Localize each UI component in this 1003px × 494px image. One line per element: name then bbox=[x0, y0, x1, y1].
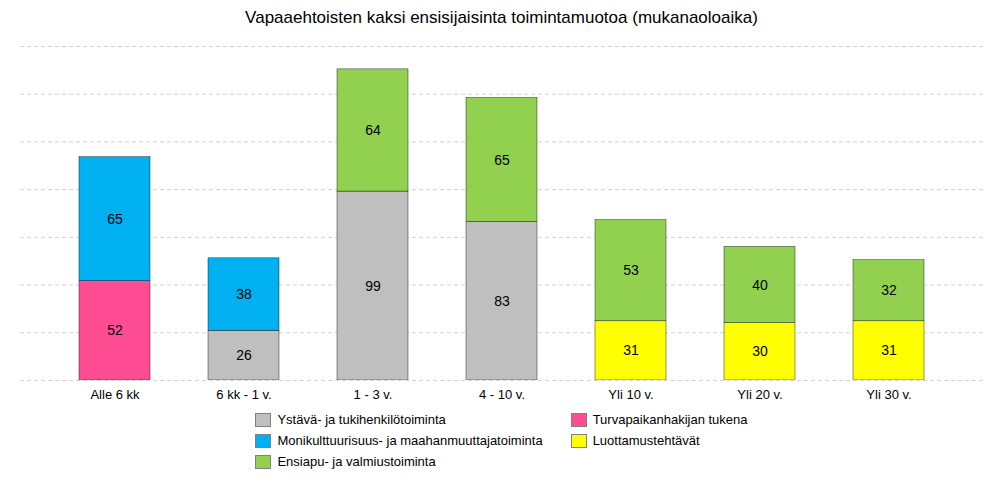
svg-text:Yli 20 v.: Yli 20 v. bbox=[737, 387, 782, 402]
svg-text:31: 31 bbox=[881, 342, 897, 358]
svg-text:83: 83 bbox=[494, 293, 510, 309]
svg-text:26: 26 bbox=[236, 347, 252, 363]
svg-text:4 - 10 v.: 4 - 10 v. bbox=[479, 387, 525, 402]
svg-text:65: 65 bbox=[494, 152, 510, 168]
svg-text:31: 31 bbox=[623, 342, 639, 358]
svg-text:53: 53 bbox=[623, 262, 639, 278]
html-text:Turvapaikanhakijan tukena: Turvapaikanhakijan tukena bbox=[592, 412, 748, 427]
svg-text:32: 32 bbox=[881, 282, 897, 298]
svg-text:Yli 10 v.: Yli 10 v. bbox=[608, 387, 653, 402]
html-text:Vapaaehtoisten kaksi ensisijai: Vapaaehtoisten kaksi ensisijaisinta toim… bbox=[245, 8, 758, 27]
html-text:Monikulttuurisuus- ja maahanmu: Monikulttuurisuus- ja maahanmuuttajatoim… bbox=[277, 433, 543, 448]
svg-text:99: 99 bbox=[365, 278, 381, 294]
svg-text:38: 38 bbox=[236, 286, 252, 302]
svg-text:52: 52 bbox=[107, 322, 123, 338]
svg-text:6 kk - 1 v.: 6 kk - 1 v. bbox=[216, 387, 271, 402]
html-text:Ensiapu- ja valmiustoiminta: Ensiapu- ja valmiustoiminta bbox=[277, 454, 436, 469]
svg-text:30: 30 bbox=[752, 343, 768, 359]
svg-text:Alle 6 kk: Alle 6 kk bbox=[90, 387, 140, 402]
svg-text:65: 65 bbox=[107, 211, 123, 227]
svg-text:Yli 30 v.: Yli 30 v. bbox=[866, 387, 911, 402]
html-text:Luottamustehtävät: Luottamustehtävät bbox=[592, 433, 700, 448]
svg-text:1 - 3 v.: 1 - 3 v. bbox=[354, 387, 393, 402]
html-text:Ystävä- ja tukihenkilötoiminta: Ystävä- ja tukihenkilötoiminta bbox=[277, 412, 446, 427]
svg-text:64: 64 bbox=[365, 122, 381, 138]
svg-text:40: 40 bbox=[752, 277, 768, 293]
